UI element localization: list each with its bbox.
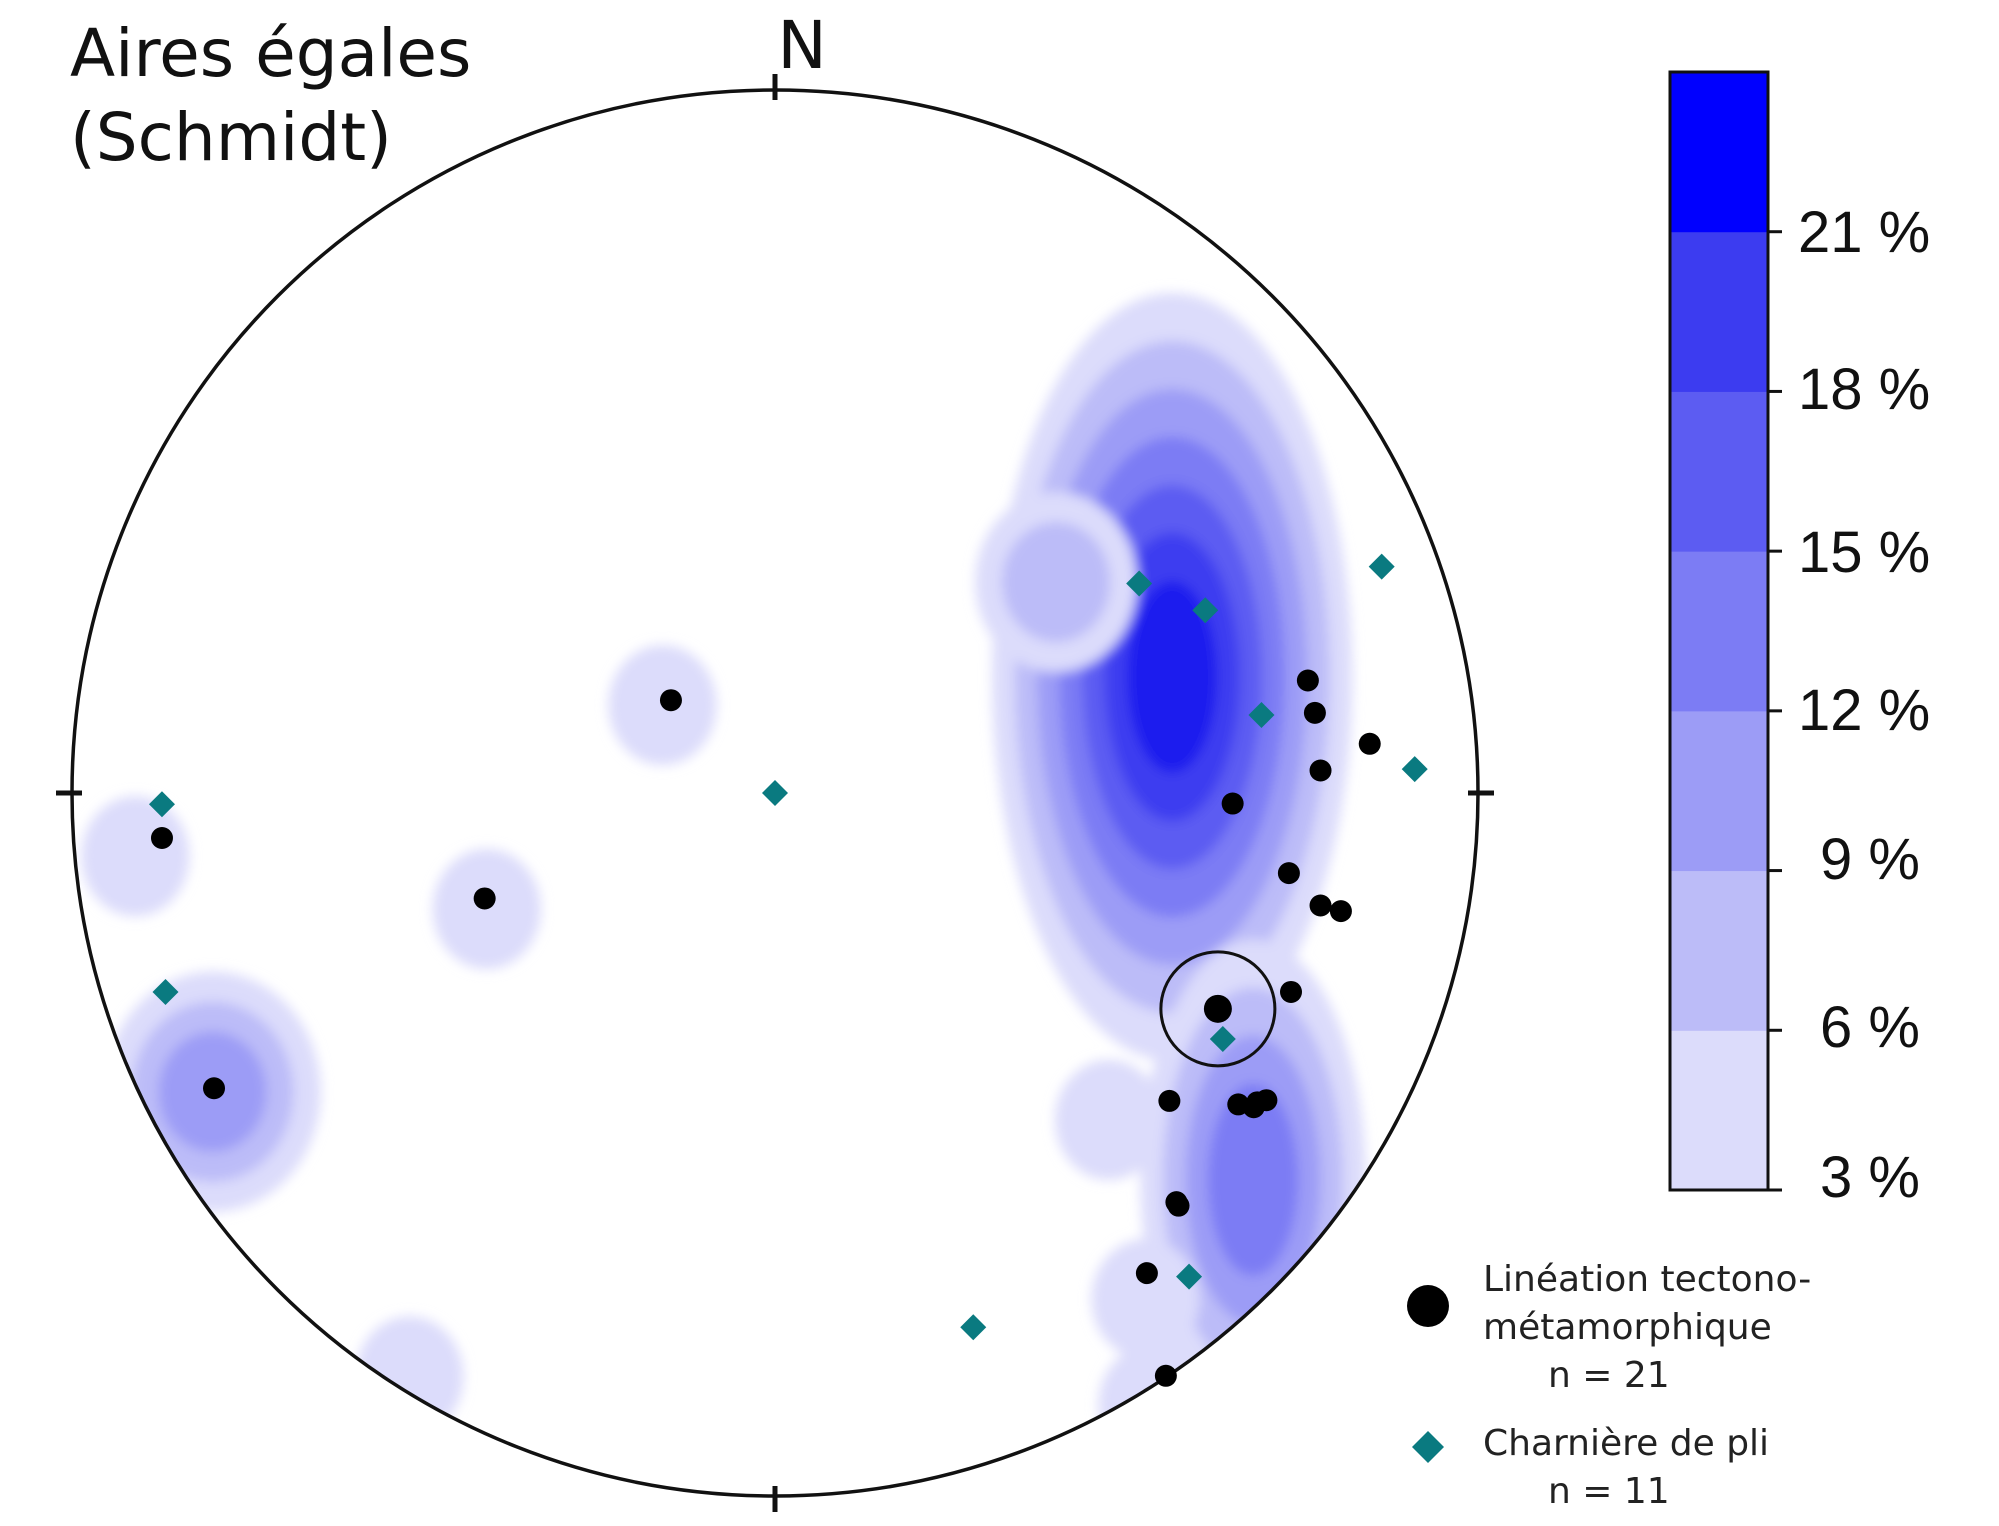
legend-markers: [1407, 1285, 1449, 1463]
fold-hinge-point: [960, 1314, 987, 1341]
lineation-point: [203, 1077, 226, 1100]
lineation-point: [1280, 980, 1303, 1003]
colorbar-band: [1670, 391, 1768, 552]
lineation-point: [1309, 759, 1332, 782]
lineation-point: [1277, 862, 1300, 885]
fold-hinge-point: [1209, 1026, 1236, 1053]
lineation-point: [1358, 732, 1381, 755]
density-contour-level-3: [355, 1316, 464, 1437]
colorbar-tick-label: 3 %: [1820, 1145, 1920, 1210]
density-contour-level-6: [1002, 522, 1111, 643]
fold-hinge-point: [1126, 570, 1153, 597]
density-contour-level-3: [81, 796, 190, 917]
density-contour-level-3: [1091, 1239, 1200, 1360]
legend-lineation-label: Linéation tectono-métamorphique: [1483, 1259, 1812, 1348]
density-contours: [81, 293, 1366, 1465]
data-points: [148, 553, 1428, 1387]
lineation-point: [659, 689, 682, 712]
colorbar-tick-label: 15 %: [1798, 520, 1931, 585]
fold-hinge-point: [1176, 1263, 1203, 1290]
density-contour-level-12: [1208, 1083, 1299, 1276]
fold-hinge-point: [762, 780, 788, 806]
cardinal-ticks: [56, 74, 1494, 1512]
colorbar-band: [1670, 1030, 1768, 1191]
colorbar-tick-label: 18 %: [1798, 357, 1931, 422]
legend-hinge-marker: [1412, 1431, 1444, 1463]
density-contour-level-21: [1127, 581, 1218, 774]
fold-hinge-point: [148, 791, 175, 818]
colorbar-band: [1670, 72, 1768, 233]
colorbar-band: [1670, 870, 1768, 1031]
lineation-point: [150, 826, 173, 849]
highlight-circle: [1159, 950, 1277, 1068]
colorbar-frame: [1668, 70, 1770, 1192]
colorbar-band: [1670, 551, 1768, 712]
colorbar-band: [1670, 710, 1768, 872]
density-contour-level-3: [1098, 1344, 1207, 1465]
lineation-point: [1246, 1091, 1269, 1114]
fold-hinge-point: [1248, 701, 1275, 728]
lineation-point: [1167, 1194, 1190, 1217]
lineation-point: [1135, 1262, 1158, 1285]
legend-lineation-count: n = 21: [1548, 1355, 1670, 1396]
density-contour-level-3: [1054, 1059, 1163, 1180]
highlighted-lineation-point: [1203, 994, 1232, 1023]
lineation-point: [1296, 669, 1319, 692]
lineation-point: [473, 887, 496, 910]
projection-title-line-1: Aires égales: [70, 15, 472, 92]
lineation-point: [1309, 894, 1332, 917]
fold-hinge-point: [1368, 553, 1395, 580]
legend-hinge-label: Charnière de pli: [1483, 1423, 1770, 1464]
colorbar-tick-label: 21 %: [1798, 200, 1931, 265]
projection-title: Aires égales (Schmidt): [70, 12, 471, 180]
legend-hinge-count: n = 11: [1548, 1471, 1670, 1512]
north-label: N: [777, 7, 827, 84]
lineation-point: [1158, 1089, 1181, 1112]
lineation-point: [1329, 900, 1352, 923]
fold-hinge-point: [152, 978, 179, 1005]
lineation-point: [1154, 1364, 1177, 1387]
colorbar-tick-label: 6 %: [1820, 995, 1920, 1060]
lineation-point: [1303, 701, 1326, 724]
colorbar: [1668, 70, 1782, 1192]
colorbar-tick-label: 12 %: [1798, 678, 1931, 743]
colorbar-tick-label: 9 %: [1820, 827, 1920, 892]
colorbar-band: [1670, 231, 1768, 392]
fold-hinge-point: [1192, 597, 1219, 624]
fold-hinge-point: [1401, 756, 1428, 783]
projection-title-line-2: (Schmidt): [70, 99, 392, 176]
legend-lineation-marker: [1407, 1285, 1449, 1327]
lineation-point: [1221, 792, 1244, 815]
